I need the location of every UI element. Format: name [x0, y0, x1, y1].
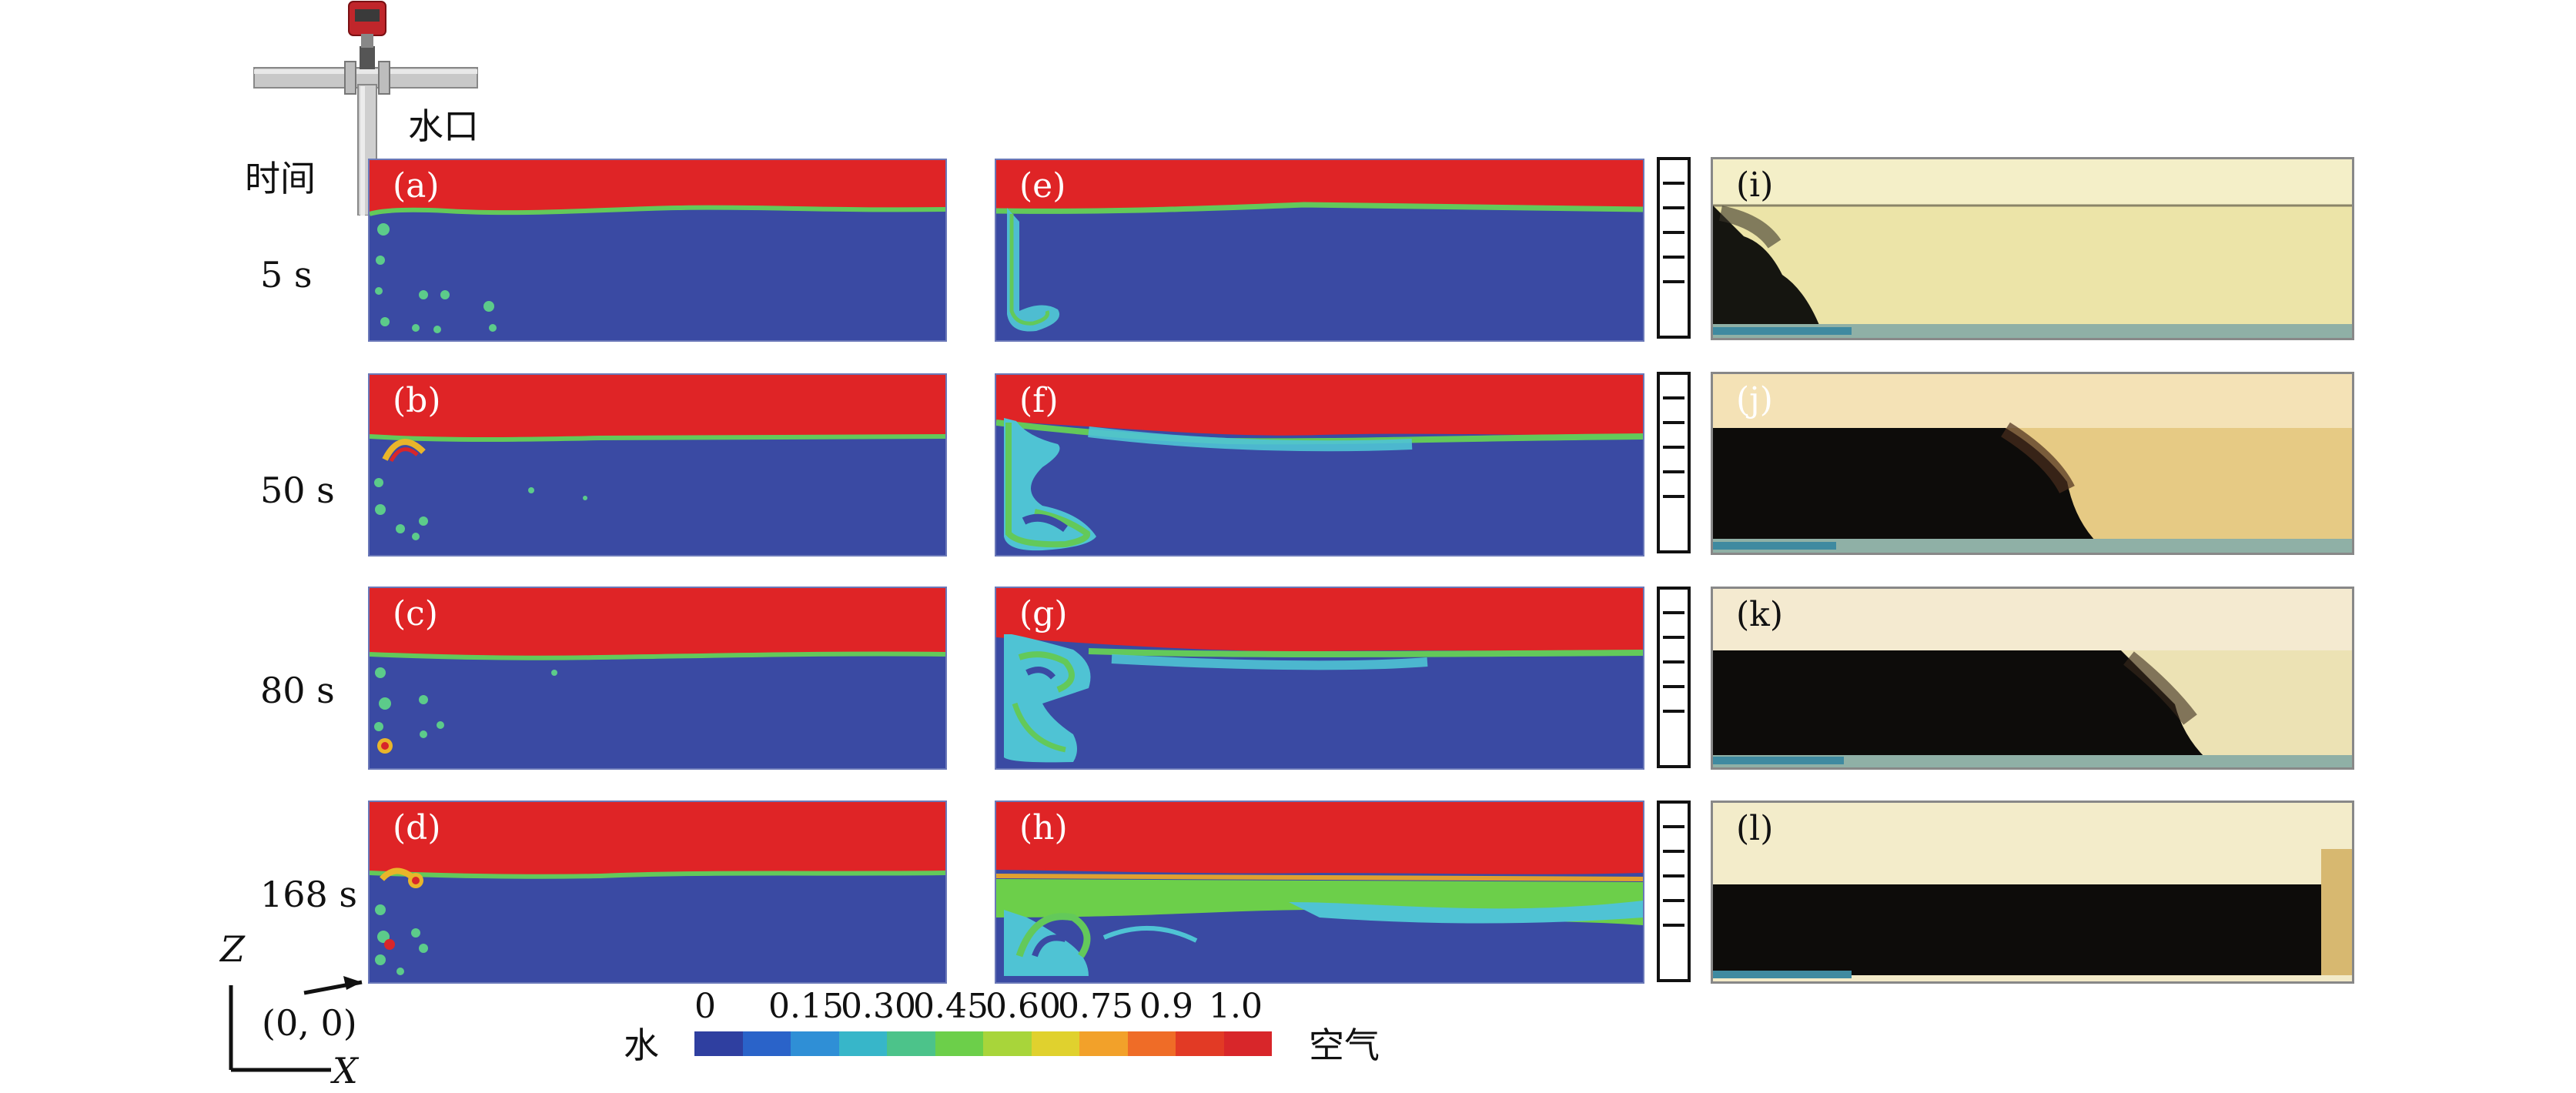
colorbar-segment [838, 1031, 887, 1056]
film-strip-3 [1657, 587, 1691, 768]
time-168s: 168 s [260, 874, 358, 915]
inlet-label: 水口 [408, 105, 479, 147]
panel-label-c: (c) [393, 594, 438, 633]
colorbar-segment [983, 1031, 1032, 1056]
panel-label-b: (b) [393, 381, 441, 420]
colorbar-tick-label: 1.0 [1209, 987, 1263, 1026]
panel-label-k: (k) [1736, 595, 1783, 634]
time-label: 时间 [245, 158, 316, 199]
colorbar-tick-label: 0.60 [985, 987, 1061, 1026]
colorbar-segment [1079, 1031, 1128, 1056]
colorbar-segment [742, 1031, 791, 1056]
sim-panel-g: (g) [995, 587, 1644, 770]
colorbar-segment [935, 1031, 983, 1056]
axis-indicator [229, 976, 363, 1072]
panel-label-g: (g) [1019, 594, 1068, 633]
panel-label-a: (a) [393, 166, 440, 206]
colorbar-tick-label: 0.9 [1139, 987, 1193, 1026]
colorbar-left-label: 水 [624, 1024, 659, 1066]
sim-panel-a: (a) [368, 159, 947, 342]
colorbar-segment [1176, 1031, 1224, 1056]
colorbar-segment [791, 1031, 839, 1056]
sim-panel-e: (e) [995, 159, 1644, 342]
colorbar-tick-label: 0.15 [768, 987, 844, 1026]
axis-z-label: Z [220, 928, 245, 970]
colorbar-segment [1223, 1031, 1272, 1056]
photo-panel-k: (k) [1711, 587, 2354, 770]
photo-panel-j: (j) [1711, 372, 2354, 555]
photo-panel-l: (l) [1711, 801, 2354, 984]
sim-panel-h: (h) [995, 801, 1644, 984]
film-strip-1 [1657, 157, 1691, 339]
panel-label-e: (e) [1019, 166, 1066, 206]
film-strip-4 [1657, 801, 1691, 982]
colorbar-tick-label: 0.30 [841, 987, 916, 1026]
time-5s: 5 s [260, 254, 313, 296]
colorbar-right-label: 空气 [1309, 1024, 1380, 1066]
sim-panel-c: (c) [368, 587, 947, 770]
panel-label-h: (h) [1019, 808, 1068, 847]
sim-panel-d: (d) [368, 801, 947, 984]
time-50s: 50 s [260, 470, 335, 511]
colorbar-tick-label: 0 [694, 987, 716, 1026]
colorbar-tick-label: 0.75 [1058, 987, 1133, 1026]
photo-panel-i: (i) [1711, 157, 2354, 340]
colorbar-segment [887, 1031, 935, 1056]
colorbar-tick-label: 0.45 [913, 987, 989, 1026]
time-80s: 80 s [260, 670, 335, 711]
colorbar [694, 1031, 1272, 1056]
panel-label-i: (i) [1736, 165, 1774, 205]
colorbar-segment [694, 1031, 743, 1056]
panel-label-l: (l) [1736, 809, 1774, 848]
panel-label-d: (d) [393, 808, 441, 847]
panel-label-j: (j) [1736, 380, 1773, 419]
sim-panel-f: (f) [995, 373, 1644, 557]
sim-panel-b: (b) [368, 373, 947, 557]
origin-label: (0, 0) [262, 1002, 357, 1044]
colorbar-ticks: 0 0.15 0.30 0.45 0.60 0.75 0.9 1.0 [677, 987, 1309, 1030]
colorbar-segment [1127, 1031, 1176, 1056]
colorbar-segment [1031, 1031, 1079, 1056]
axis-x-label: X [333, 1050, 358, 1091]
film-strip-2 [1657, 372, 1691, 553]
panel-label-f: (f) [1019, 381, 1059, 420]
